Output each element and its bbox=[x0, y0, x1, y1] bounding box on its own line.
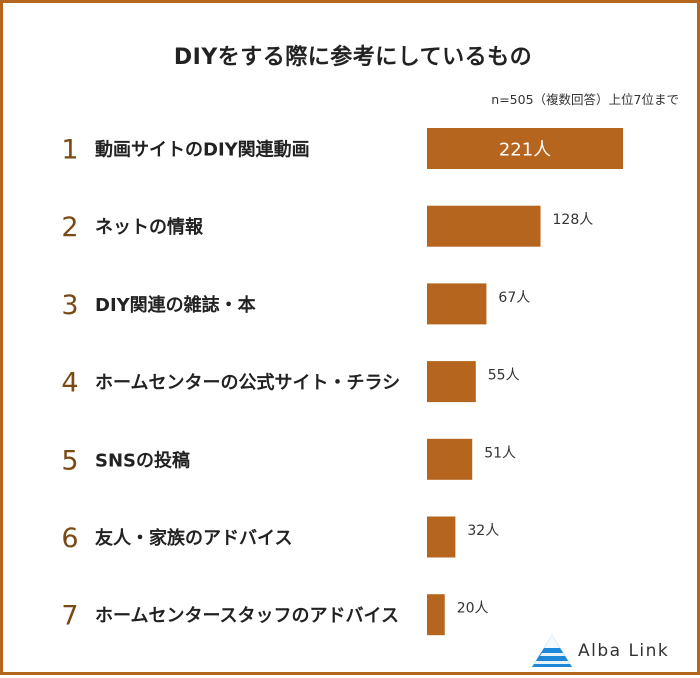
category-label: 動画サイトのDIY関連動画 bbox=[95, 139, 310, 161]
bar-chart: 1 動画サイトのDIY関連動画 221人 2 ネットの情報 128人 3 DIY関連の雑誌・本… bbox=[61, 128, 623, 636]
logo-triangle-icon bbox=[532, 635, 572, 667]
value-label: 51人 bbox=[484, 445, 516, 461]
chart-title: DIYをする際に参考にしているもの bbox=[173, 45, 533, 70]
bar bbox=[427, 438, 473, 480]
rank-number: 5 bbox=[61, 445, 78, 476]
rank-number: 3 bbox=[61, 290, 78, 321]
value-label: 32人 bbox=[467, 523, 499, 539]
value-label: 221人 bbox=[499, 140, 551, 161]
category-label: 友人・家族のアドバイス bbox=[95, 527, 292, 549]
bar bbox=[427, 283, 487, 325]
rank-number: 6 bbox=[61, 523, 78, 554]
value-label: 128人 bbox=[553, 212, 594, 228]
alba-link-logo: Alba Link bbox=[530, 633, 690, 669]
bar bbox=[427, 594, 445, 636]
category-label: ネットの情報 bbox=[95, 216, 204, 238]
category-label: ホームセンタースタッフのアドバイス bbox=[95, 606, 399, 627]
logo-text: Alba Link bbox=[578, 641, 670, 661]
rank-number: 4 bbox=[61, 368, 78, 399]
bar bbox=[427, 516, 456, 558]
category-label: DIY関連の雑誌・本 bbox=[95, 294, 256, 316]
value-label: 67人 bbox=[498, 290, 530, 306]
sample-note: n=505（複数回答）上位7位まで bbox=[491, 92, 679, 107]
bar bbox=[427, 361, 476, 403]
category-label: ホームセンターの公式サイト・チラシ bbox=[95, 372, 400, 394]
rank-number: 7 bbox=[61, 601, 78, 632]
bar bbox=[427, 128, 623, 169]
bar bbox=[427, 205, 541, 247]
value-label: 55人 bbox=[488, 368, 520, 384]
rank-number: 1 bbox=[61, 135, 78, 166]
value-label: 20人 bbox=[457, 601, 489, 617]
rank-number: 2 bbox=[61, 212, 78, 243]
category-label: SNSの投稿 bbox=[95, 449, 190, 471]
